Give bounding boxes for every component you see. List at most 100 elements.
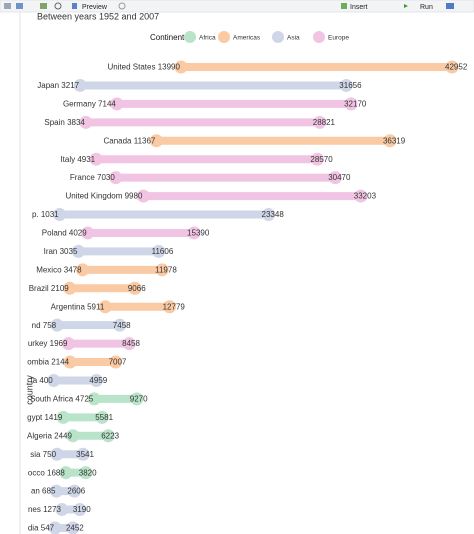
end-label: 9270	[130, 395, 148, 404]
icon-spell[interactable]	[40, 3, 47, 9]
end-dot	[128, 281, 142, 295]
legend-swatch	[218, 31, 230, 43]
start-dot	[56, 410, 70, 424]
end-label: 6223	[101, 431, 119, 440]
country-label: South Africa 4725	[30, 395, 94, 404]
subtitle: Between years 1952 and 2007	[37, 11, 159, 21]
icon-preview[interactable]	[72, 3, 77, 9]
run-button[interactable]: Run	[420, 4, 433, 11]
start-dot	[71, 244, 85, 258]
icon-settings[interactable]	[118, 2, 126, 10]
start-dot	[73, 78, 87, 92]
end-dot	[79, 466, 93, 480]
start-dot	[63, 281, 77, 295]
insert-button[interactable]: Insert	[350, 4, 368, 11]
end-dot	[328, 171, 342, 185]
end-label: 31656	[339, 81, 362, 90]
start-dot	[110, 97, 124, 111]
end-dot	[344, 97, 358, 111]
end-label: 7007	[109, 358, 127, 367]
country-label: United States 13990	[107, 63, 180, 72]
country-label: United Kingdom 9980	[65, 192, 142, 201]
end-label: 28821	[313, 118, 336, 127]
icon-save[interactable]	[16, 3, 23, 9]
start-dot	[89, 152, 103, 166]
end-dot	[354, 189, 368, 203]
end-label: 8458	[122, 339, 140, 348]
end-label: 30470	[328, 173, 351, 182]
legend-swatch	[313, 31, 325, 43]
preview-button[interactable]: Preview	[82, 4, 108, 11]
legend-swatch	[272, 31, 284, 43]
icon-chunk[interactable]	[446, 3, 454, 9]
start-dot	[149, 134, 163, 148]
legend-title: Continent	[150, 33, 185, 42]
start-dot	[136, 189, 150, 203]
end-label: 9066	[128, 284, 146, 293]
start-dot	[50, 447, 64, 461]
icon-run[interactable]	[404, 4, 408, 8]
start-dot	[66, 429, 80, 443]
start-dot	[53, 208, 67, 222]
legend-label: Americas	[233, 35, 261, 42]
start-dot	[61, 337, 75, 351]
country-label: Brazil 2109	[29, 284, 70, 293]
end-label: 4959	[89, 376, 107, 385]
end-label: 11606	[152, 247, 174, 256]
start-dot	[76, 263, 90, 277]
end-dot	[155, 263, 169, 277]
end-dot	[122, 337, 136, 351]
end-label: 2606	[67, 487, 85, 496]
end-dot	[76, 447, 90, 461]
country-label: Algeria 2449	[27, 431, 72, 440]
start-dot	[47, 373, 61, 387]
country-label: Mexico 3478	[36, 265, 82, 274]
end-label: 36319	[383, 136, 406, 145]
end-dot	[163, 300, 177, 314]
end-dot	[130, 392, 144, 406]
end-dot	[262, 208, 276, 222]
icon-back[interactable]	[4, 3, 11, 9]
country-label: p. 1031	[32, 210, 59, 219]
country-label: Argentina 5911	[51, 302, 105, 311]
legend-label: Europe	[328, 35, 349, 42]
end-label: 15390	[187, 229, 210, 238]
start-dot	[79, 115, 93, 129]
country-label: ombia 2144	[27, 358, 69, 367]
country-label: dia 547	[28, 524, 55, 533]
icon-search[interactable]	[54, 2, 62, 10]
toolbar: Preview Insert Run	[0, 0, 474, 13]
end-dot	[187, 226, 201, 240]
end-dot	[67, 484, 81, 498]
start-dot	[98, 300, 112, 314]
end-dot	[113, 318, 127, 332]
end-label: 33203	[354, 192, 377, 201]
legend-label: Africa	[199, 35, 216, 42]
country-label: Poland 4029	[42, 229, 87, 238]
country-label: Japan 3217	[37, 81, 79, 90]
end-dot	[339, 78, 353, 92]
country-label: nes 1273	[28, 505, 61, 514]
start-dot	[55, 503, 69, 517]
start-dot	[59, 466, 73, 480]
country-label: sia 750	[30, 450, 56, 459]
start-dot	[50, 318, 64, 332]
end-dot	[66, 521, 80, 534]
end-dot	[152, 244, 166, 258]
start-dot	[87, 392, 101, 406]
end-dot	[73, 503, 87, 517]
end-dot	[310, 152, 324, 166]
country-label: occo 1688	[28, 468, 65, 477]
end-label: 7458	[113, 321, 131, 330]
country-label: ta 400	[30, 376, 53, 385]
icon-insert[interactable]	[341, 3, 347, 9]
country-label: Iran 3035	[44, 247, 78, 256]
country-label: Italy 4931	[60, 155, 95, 164]
start-dot	[63, 355, 77, 369]
legend-swatch	[184, 31, 196, 43]
end-label: 3190	[73, 505, 91, 514]
legend-label: Asia	[287, 35, 300, 42]
end-label: 32170	[344, 99, 367, 108]
country-label: nd 758	[32, 321, 57, 330]
